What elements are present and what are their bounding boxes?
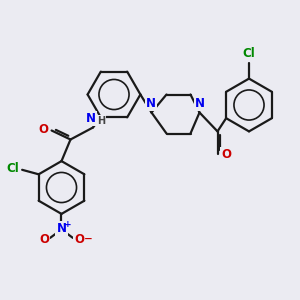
Text: N: N <box>56 222 67 236</box>
Text: H: H <box>97 116 106 126</box>
Text: O: O <box>74 232 84 246</box>
Text: O: O <box>38 123 48 136</box>
Text: O: O <box>221 148 231 161</box>
Text: Cl: Cl <box>6 162 19 175</box>
Text: O: O <box>39 232 49 246</box>
Text: −: − <box>84 234 93 244</box>
Text: N: N <box>195 97 205 110</box>
Text: N: N <box>146 97 156 110</box>
Text: N: N <box>85 112 96 125</box>
Text: Cl: Cl <box>243 47 255 61</box>
Text: +: + <box>64 220 72 229</box>
